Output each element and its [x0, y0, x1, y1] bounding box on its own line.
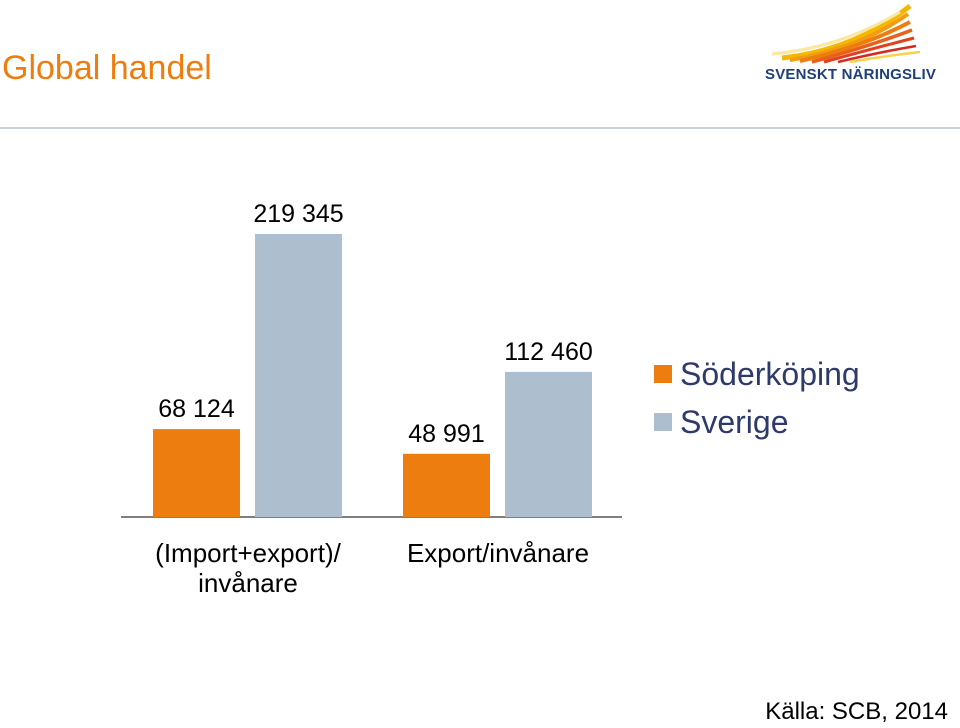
- legend-swatch-sverige: [654, 413, 672, 431]
- category-label-export: Export/invånare: [378, 538, 618, 568]
- legend-label-sverige: Sverige: [680, 404, 789, 440]
- legend-swatch-soderkoping: [654, 365, 672, 383]
- bar-sverige: [505, 371, 592, 517]
- category-label-line: (Import+export)/: [155, 538, 341, 568]
- category-label-import-export: (Import+export)/invånare: [128, 538, 368, 598]
- logo: SVENSKT NÄRINGSLIV: [760, 2, 960, 92]
- slide-title: Global handel: [2, 49, 212, 87]
- legend: Söderköping Sverige: [654, 350, 860, 446]
- legend-item-sverige: Sverige: [654, 398, 860, 446]
- category-label-line: invånare: [198, 568, 298, 598]
- bar-soderkoping: [153, 429, 240, 517]
- logo-text: SVENSKT NÄRINGSLIV: [765, 66, 937, 83]
- sunburst-logo-icon: [771, 4, 921, 64]
- legend-label-soderkoping: Söderköping: [680, 356, 860, 392]
- category-label-line: Export/invånare: [406, 538, 590, 568]
- bar-sverige: [255, 234, 342, 517]
- legend-item-soderkoping: Söderköping: [654, 350, 860, 398]
- data-label: 48 991: [408, 420, 484, 448]
- bar-soderkoping: [403, 453, 490, 517]
- data-label: 219 345: [253, 200, 343, 228]
- source-note: Källa: SCB, 2014: [765, 698, 948, 725]
- header-divider: [0, 127, 960, 129]
- data-label: 68 124: [158, 395, 235, 423]
- data-label: 112 460: [504, 338, 593, 366]
